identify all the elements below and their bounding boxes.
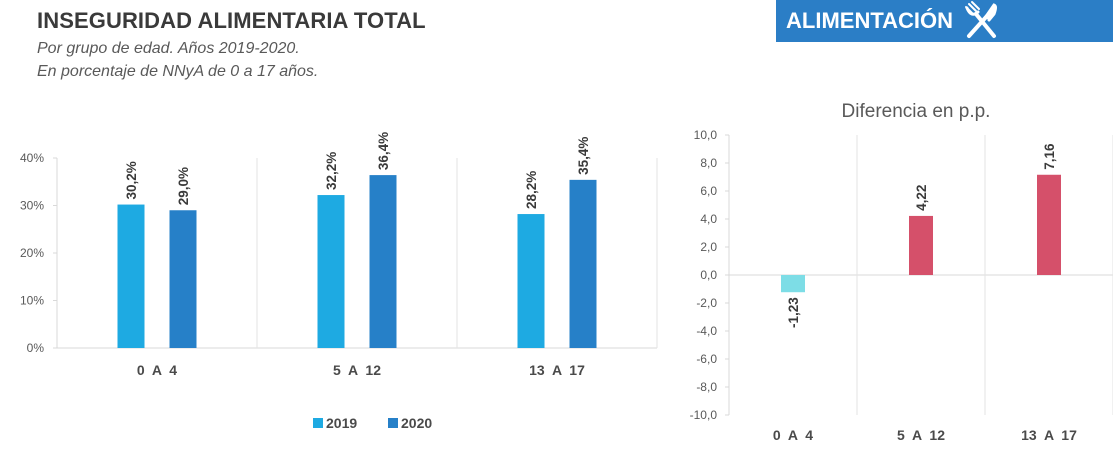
data-label: 28,2% [524, 171, 539, 209]
y-tick-label: -4,0 [696, 324, 717, 338]
y-tick-label: 0% [27, 341, 45, 355]
data-label: 36,4% [376, 132, 391, 170]
subtitle-unit: En porcentaje de NNyA de 0 a 17 años. [37, 63, 319, 80]
subtitle-period: Por grupo de edad. Años 2019-2020. [37, 40, 300, 57]
bar-2020-1 [369, 175, 397, 348]
y-tick-label: -10,0 [690, 408, 718, 422]
difference-bar-2 [1037, 174, 1061, 275]
difference-bar-0 [781, 275, 805, 293]
data-label: 7,16 [1042, 143, 1057, 170]
bar-2019-2 [517, 214, 545, 348]
data-label: 30,2% [124, 161, 139, 199]
difference-bar-1 [909, 215, 933, 275]
x-category-label: 5 A 12 [897, 427, 945, 443]
x-category-label: 13 A 17 [529, 362, 585, 378]
y-tick-label: 20% [20, 246, 44, 260]
y-tick-label: -6,0 [696, 352, 717, 366]
x-category-label: 0 A 4 [137, 362, 177, 378]
section-banner: ALIMENTACIÓN [776, 0, 1113, 42]
bar-2019-1 [317, 195, 345, 348]
legend-swatch-2019 [313, 418, 323, 428]
bar-2020-2 [569, 179, 597, 348]
y-tick-label: 8,0 [700, 156, 717, 170]
y-tick-label: 6,0 [700, 184, 717, 198]
difference-bar-chart: Diferencia en p.p. -10,0 -8,0 -6,0 -4,0 -2,0 0… [690, 101, 1113, 443]
y-tick-label: 0,0 [700, 268, 717, 282]
legend-swatch-2020 [388, 418, 398, 428]
data-label: 32,2% [324, 152, 339, 190]
legend-label-2019: 2019 [326, 415, 357, 431]
x-category-label: 5 A 12 [333, 362, 381, 378]
data-label: -1,23 [786, 297, 801, 328]
data-label: 4,22 [914, 185, 929, 211]
legend-label-2020: 2020 [401, 415, 432, 431]
data-label: 29,0% [176, 167, 191, 205]
y-tick-label: 10,0 [694, 128, 718, 142]
y-tick-label: -2,0 [696, 296, 717, 310]
section-banner-label: ALIMENTACIÓN [786, 8, 954, 33]
y-tick-label: 10% [20, 294, 44, 308]
chart-title: Diferencia en p.p. [842, 101, 991, 122]
bar-2019-0 [117, 204, 145, 348]
x-category-label: 13 A 17 [1021, 427, 1077, 443]
y-tick-label: 4,0 [700, 212, 717, 226]
bar-2020-0 [169, 210, 197, 348]
x-category-label: 0 A 4 [773, 427, 813, 443]
y-tick-label: 30% [20, 199, 44, 213]
page-title: INSEGURIDAD ALIMENTARIA TOTAL [37, 8, 426, 33]
y-tick-label: 2,0 [700, 240, 717, 254]
fork-knife-icon [965, 1, 998, 38]
y-tick-label: 40% [20, 151, 44, 165]
data-label: 35,4% [576, 137, 591, 175]
y-tick-label: -8,0 [696, 380, 717, 394]
grouped-bar-chart: 0% 10% 20% 30% 40% 30,2% 29,0% 0 A 4 32,2% 36,4% 5… [20, 132, 658, 431]
